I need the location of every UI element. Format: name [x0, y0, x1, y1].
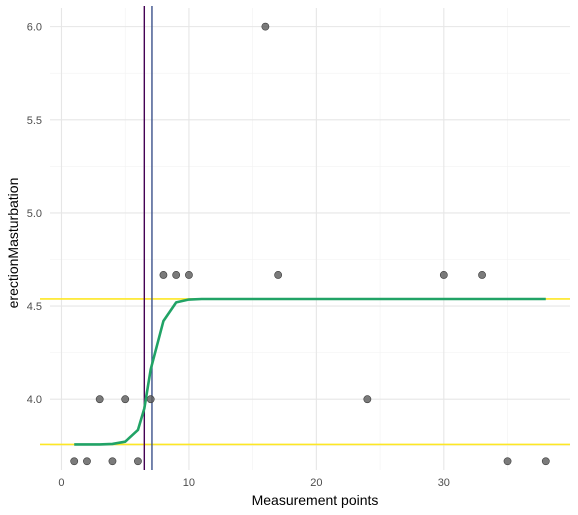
y-tick-label: 5.5 [27, 115, 42, 127]
y-tick-labels: 4.0 4.5 5.0 5.5 6.0 [27, 22, 42, 407]
data-point [95, 395, 104, 404]
data-point [83, 457, 91, 466]
x-tick-label: 20 [310, 477, 322, 489]
data-point [121, 395, 130, 404]
x-tick-label: 10 [183, 477, 195, 489]
horizontal-reference-lines [40, 298, 570, 446]
x-tick-label: 0 [58, 477, 64, 489]
grid-minor [50, 8, 570, 470]
data-point [478, 271, 486, 279]
data-point [185, 271, 193, 279]
x-tick-labels: 0 10 20 30 [58, 477, 450, 489]
data-point [134, 457, 142, 466]
y-tick-label: 6.0 [27, 22, 42, 34]
data-point [541, 457, 550, 466]
y-tick-label: 4.0 [27, 394, 42, 406]
data-point [146, 395, 155, 404]
grid-major [50, 8, 570, 470]
y-axis-title: erectionMasturbation [5, 178, 21, 309]
x-axis-title: Measurement points [252, 492, 379, 508]
data-points [70, 22, 550, 466]
data-point [503, 457, 512, 466]
data-point [172, 271, 181, 279]
fit-curve-layer [74, 297, 546, 446]
data-point [70, 457, 79, 466]
fit-curve [74, 297, 546, 446]
data-point [439, 271, 448, 279]
vertical-reference-lines [143, 6, 153, 470]
y-tick-label: 4.5 [27, 301, 42, 313]
x-tick-label: 30 [438, 477, 450, 489]
data-point [363, 395, 372, 404]
data-point [108, 457, 117, 466]
data-point [261, 22, 270, 31]
data-point [159, 271, 168, 279]
data-point [274, 271, 283, 279]
y-tick-label: 5.0 [27, 208, 42, 220]
